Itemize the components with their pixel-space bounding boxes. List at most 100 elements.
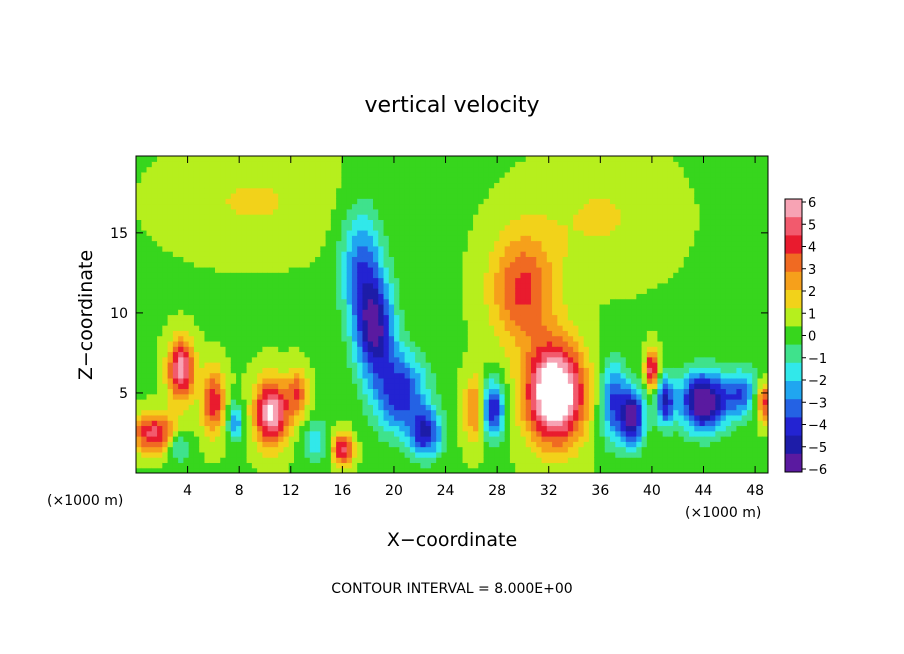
heat-cell — [415, 362, 422, 368]
heat-cell — [362, 377, 369, 384]
heat-cell — [172, 383, 179, 390]
heat-cell — [357, 314, 364, 321]
heat-cell — [388, 272, 395, 279]
heat-cell — [251, 293, 258, 300]
heat-cell — [409, 404, 416, 411]
heat-cell — [473, 208, 479, 215]
heat-cell — [209, 356, 216, 363]
heat-cell — [446, 161, 453, 168]
heat-cell — [404, 198, 411, 205]
heat-cell — [357, 325, 364, 331]
heat-cell — [536, 367, 543, 374]
heat-cell — [546, 367, 553, 374]
heat-cell — [541, 303, 548, 310]
heat-cell — [409, 314, 416, 321]
heat-cell — [515, 214, 522, 220]
heat-cell — [367, 240, 374, 247]
heat-cell — [520, 309, 527, 316]
heat-cell — [162, 208, 169, 215]
heat-cell — [278, 198, 285, 205]
heat-cell — [288, 166, 295, 173]
heat-cell — [378, 240, 385, 247]
heat-cell — [278, 467, 285, 473]
heat-cell — [225, 208, 232, 215]
heat-cell — [531, 425, 537, 432]
heat-cell — [225, 325, 232, 331]
heat-cell — [241, 314, 248, 321]
heat-cell — [430, 240, 437, 247]
heat-cell — [567, 462, 574, 469]
heat-cell — [531, 314, 537, 321]
heat-cell — [204, 161, 211, 168]
heat-cell — [278, 161, 285, 168]
heat-cell — [183, 425, 190, 432]
heat-cell — [178, 457, 185, 464]
heat-cell — [357, 203, 364, 210]
heat-cell — [151, 425, 158, 432]
heat-cell — [515, 219, 522, 226]
heat-cell — [278, 224, 285, 231]
heat-cell — [157, 462, 163, 469]
heat-cell — [325, 451, 332, 458]
heat-cell — [304, 219, 311, 226]
heat-cell — [336, 462, 343, 469]
heat-cell — [257, 425, 264, 432]
heat-cell — [378, 314, 385, 321]
heat-cell — [246, 367, 253, 374]
heat-cell — [430, 261, 437, 268]
heat-cell — [167, 198, 174, 205]
heat-cell — [504, 340, 511, 347]
heat-cell — [178, 235, 185, 242]
heat-cell — [315, 335, 321, 342]
heat-cell — [357, 409, 364, 416]
heat-cell — [378, 420, 385, 427]
heat-cell — [567, 430, 574, 437]
heat-cell — [304, 393, 311, 400]
heat-cell — [467, 314, 474, 321]
heat-cell — [141, 198, 148, 205]
heat-cell — [262, 420, 269, 427]
heat-cell — [409, 340, 416, 347]
heat-cell — [430, 399, 437, 405]
heat-cell — [525, 372, 532, 379]
heat-cell — [494, 198, 501, 205]
heat-cell — [362, 240, 369, 247]
heat-cell — [388, 393, 395, 400]
heat-cell — [541, 346, 548, 353]
heat-cell — [146, 251, 153, 257]
heat-cell — [473, 414, 479, 421]
heat-cell — [251, 372, 258, 379]
heat-cell — [220, 325, 227, 331]
heat-cell — [151, 420, 158, 427]
heat-cell — [488, 462, 495, 469]
heat-cell — [478, 420, 485, 427]
heat-cell — [236, 224, 242, 231]
heat-cell — [241, 182, 248, 189]
heat-cell — [488, 198, 495, 205]
heat-cell — [262, 282, 269, 289]
heat-cell — [304, 420, 311, 427]
heat-cell — [341, 441, 348, 448]
heat-cell — [257, 240, 264, 247]
heat-cell — [520, 404, 527, 411]
heat-cell — [220, 420, 227, 427]
heat-cell — [299, 325, 306, 331]
heat-cell — [478, 367, 485, 374]
heat-cell — [499, 298, 506, 305]
heat-cell — [257, 219, 264, 226]
heat-cell — [209, 367, 216, 374]
heat-cell — [272, 441, 279, 448]
heat-cell — [267, 266, 274, 273]
heat-cell — [278, 414, 285, 421]
heat-cell — [473, 298, 479, 305]
heat-cell — [399, 467, 406, 473]
heat-cell — [515, 340, 522, 347]
heat-cell — [562, 182, 569, 189]
heat-cell — [467, 367, 474, 374]
heat-cell — [562, 251, 569, 257]
heat-cell — [494, 161, 501, 168]
heat-cell — [215, 362, 221, 368]
heat-cell — [473, 409, 479, 416]
heat-cell — [541, 235, 548, 242]
heat-cell — [157, 335, 163, 342]
